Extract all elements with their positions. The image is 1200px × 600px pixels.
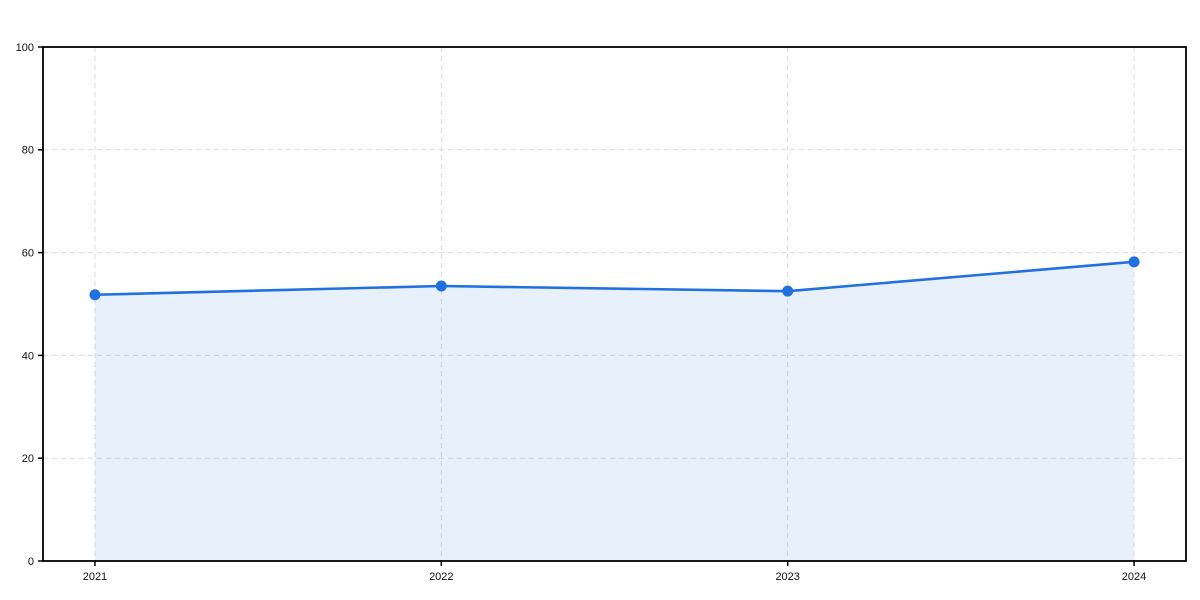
area-fill <box>94 261 1135 561</box>
data-point-marker <box>1128 256 1140 268</box>
y-tick-label: 40 <box>22 350 34 362</box>
x-tick-label: 2023 <box>775 571 799 583</box>
data-point-markers <box>89 256 1140 301</box>
y-tick-label: 0 <box>28 556 34 568</box>
axis-ticks <box>38 46 1135 566</box>
x-tick-label: 2022 <box>429 571 453 583</box>
x-tick-label: 2024 <box>1122 571 1146 583</box>
x-tick-label: 2021 <box>83 571 107 583</box>
y-tick-label: 100 <box>16 42 34 54</box>
y-tick-label: 80 <box>22 145 34 157</box>
data-point-marker <box>435 280 447 292</box>
axis-frame <box>42 46 1187 562</box>
y-tick-labels: 0 20 40 60 80 100 <box>16 42 34 568</box>
y-tick-label: 60 <box>22 247 34 259</box>
data-point-marker <box>89 289 101 301</box>
data-point-marker <box>782 285 794 297</box>
trend-line <box>93 260 1136 297</box>
y-tick-label: 20 <box>22 453 34 465</box>
x-tick-labels: 2021 2022 2023 2024 <box>83 571 1147 583</box>
